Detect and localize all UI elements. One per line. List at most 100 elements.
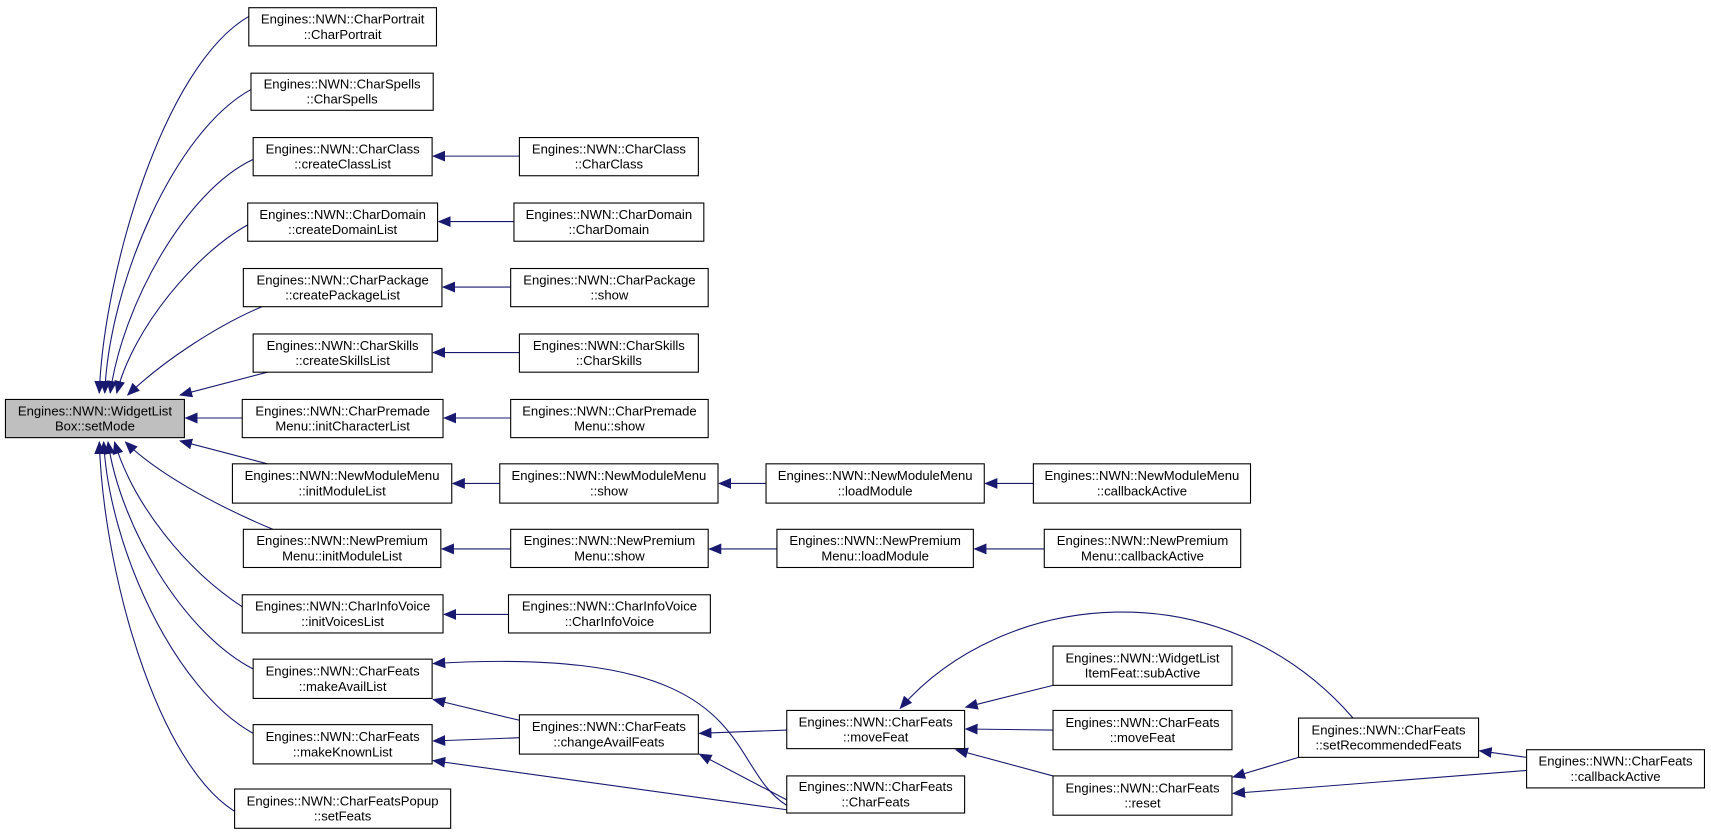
node-label: ::makeKnownList xyxy=(293,744,393,759)
node-box xyxy=(518,137,699,177)
node-label: Menu::show xyxy=(574,419,645,434)
node-box xyxy=(1052,709,1233,751)
node-box xyxy=(241,398,444,439)
node-label: ::createSkillsList xyxy=(295,353,390,368)
node-box xyxy=(4,398,185,439)
node-label: Engines::NWN::CharDomain xyxy=(259,207,425,222)
node-label: ::setFeats xyxy=(314,809,372,824)
node-label: Engines::NWN::CharClass xyxy=(532,141,687,156)
node-label: Engines::NWN::WidgetList xyxy=(18,403,172,418)
node-box xyxy=(518,714,699,755)
node-label: ::createPackageList xyxy=(285,288,400,303)
edges xyxy=(94,15,1527,819)
node: Engines::NWN::CharInfoVoice::CharInfoVoi… xyxy=(507,594,711,634)
node-box xyxy=(248,7,438,47)
node-label: ::setRecommendedFeats xyxy=(1315,738,1462,753)
node-label: Box::setMode xyxy=(55,419,135,434)
node: Engines::NWN::CharSkills::createSkillsLi… xyxy=(252,333,433,373)
node: Engines::NWN::CharPortrait::CharPortrait xyxy=(248,7,438,47)
node-label: ::initVoicesList xyxy=(301,614,384,629)
node-label: Engines::NWN::NewPremium xyxy=(256,533,428,548)
node-label: Engines::NWN::WidgetList xyxy=(1065,650,1219,665)
node: Engines::NWN::CharInfoVoice::initVoicesL… xyxy=(241,594,444,634)
node-box xyxy=(1052,645,1233,686)
node-box xyxy=(1043,528,1242,569)
node-label: Engines::NWN::NewModuleMenu xyxy=(245,468,440,483)
node: Engines::NWN::CharSpells::CharSpells xyxy=(250,72,434,111)
node-label: ::loadModule xyxy=(838,483,913,498)
node-box xyxy=(1526,749,1705,789)
node-label: ::CharInfoVoice xyxy=(565,614,654,629)
node-box xyxy=(499,463,719,504)
nodes: Engines::NWN::WidgetListBox::setModeEngi… xyxy=(4,7,1705,829)
node-label: Engines::NWN::CharClass xyxy=(266,141,421,156)
node: Engines::NWN::CharFeats::moveFeat xyxy=(786,709,966,750)
node-box xyxy=(242,267,443,308)
node-label: ::CharClass xyxy=(575,157,644,172)
node-label: Engines::NWN::NewModuleMenu xyxy=(1045,468,1240,483)
node-box xyxy=(786,775,966,814)
node-label: ::CharSkills xyxy=(576,353,643,368)
node: Engines::NWN::CharFeats::reset xyxy=(1052,775,1233,816)
node-label: ::createDomainList xyxy=(288,222,397,237)
node-label: ::makeAvailList xyxy=(299,679,387,694)
node: Engines::NWN::NewModuleMenu::show xyxy=(499,463,719,504)
node: Engines::NWN::NewModuleMenu::callbackAct… xyxy=(1032,463,1252,504)
node: Engines::NWN::CharPackage::show xyxy=(510,267,709,308)
node-box xyxy=(507,594,711,634)
node: Engines::NWN::CharPremadeMenu::initChara… xyxy=(241,398,444,439)
node-label: ::CharPortrait xyxy=(304,27,382,42)
node-label: Engines::NWN::CharFeats xyxy=(266,729,421,744)
node-label: Engines::NWN::NewPremium xyxy=(789,533,961,548)
node-label: ::moveFeat xyxy=(843,730,909,745)
node-label: Menu::show xyxy=(574,548,645,563)
node-box xyxy=(786,709,966,750)
node-label: Engines::NWN::CharPackage xyxy=(256,272,428,287)
node-label: Engines::NWN::CharFeatsPopup xyxy=(247,793,439,808)
node: Engines::NWN::CharFeats::CharFeats xyxy=(786,775,966,814)
node-box xyxy=(776,528,974,569)
node-label: Engines::NWN::CharPremade xyxy=(522,403,696,418)
node-label: Engines::NWN::CharFeats xyxy=(1065,715,1220,730)
node-box xyxy=(1052,775,1233,816)
node: Engines::NWN::CharFeats::setRecommendedF… xyxy=(1297,717,1480,758)
node: Engines::NWN::NewModuleMenu::loadModule xyxy=(765,463,985,504)
node-label: Engines::NWN::CharFeats xyxy=(799,779,954,794)
node-label: Engines::NWN::NewPremium xyxy=(524,533,696,548)
node-label: Engines::NWN::CharDomain xyxy=(526,207,692,222)
node-label: Engines::NWN::CharPremade xyxy=(255,403,429,418)
node-box xyxy=(241,594,444,634)
node-label: Engines::NWN::CharPortrait xyxy=(261,12,425,27)
node-label: Menu::initModuleList xyxy=(282,548,402,563)
node-label: Engines::NWN::CharFeats xyxy=(1538,754,1693,769)
node-label: Engines::NWN::CharFeats xyxy=(266,664,421,679)
node-box xyxy=(234,788,452,829)
node: Engines::NWN::WidgetListItemFeat::subAct… xyxy=(1052,645,1233,686)
node: Engines::NWN::NewModuleMenu::initModuleL… xyxy=(231,463,453,504)
node-label: ItemFeat::subActive xyxy=(1085,666,1201,681)
node-label: Menu::loadModule xyxy=(821,548,929,563)
node-label: Engines::NWN::CharFeats xyxy=(1312,722,1467,737)
node-box xyxy=(231,463,453,504)
node-label: ::createClassList xyxy=(294,157,391,172)
node: Engines::NWN::CharClass::CharClass xyxy=(518,137,699,177)
node-box xyxy=(252,658,433,699)
node-label: ::callbackActive xyxy=(1570,769,1660,784)
node-label: ::moveFeat xyxy=(1110,730,1176,745)
node: Engines::NWN::CharDomain::createDomainLi… xyxy=(247,202,439,242)
node-box xyxy=(510,398,709,439)
node-label: Engines::NWN::CharFeats xyxy=(1065,780,1220,795)
node-label: ::reset xyxy=(1124,796,1161,811)
node-label: ::show xyxy=(590,483,628,498)
node-box xyxy=(250,72,434,111)
node-label: ::CharSpells xyxy=(306,92,378,107)
node-label: ::CharFeats xyxy=(842,794,911,809)
node-box xyxy=(1032,463,1252,504)
node-box xyxy=(513,202,705,242)
node-label: Engines::NWN::CharFeats xyxy=(532,719,687,734)
node-label: Engines::NWN::CharInfoVoice xyxy=(255,599,430,614)
node: Engines::NWN::CharFeats::changeAvailFeat… xyxy=(518,714,699,755)
node-box xyxy=(765,463,985,504)
